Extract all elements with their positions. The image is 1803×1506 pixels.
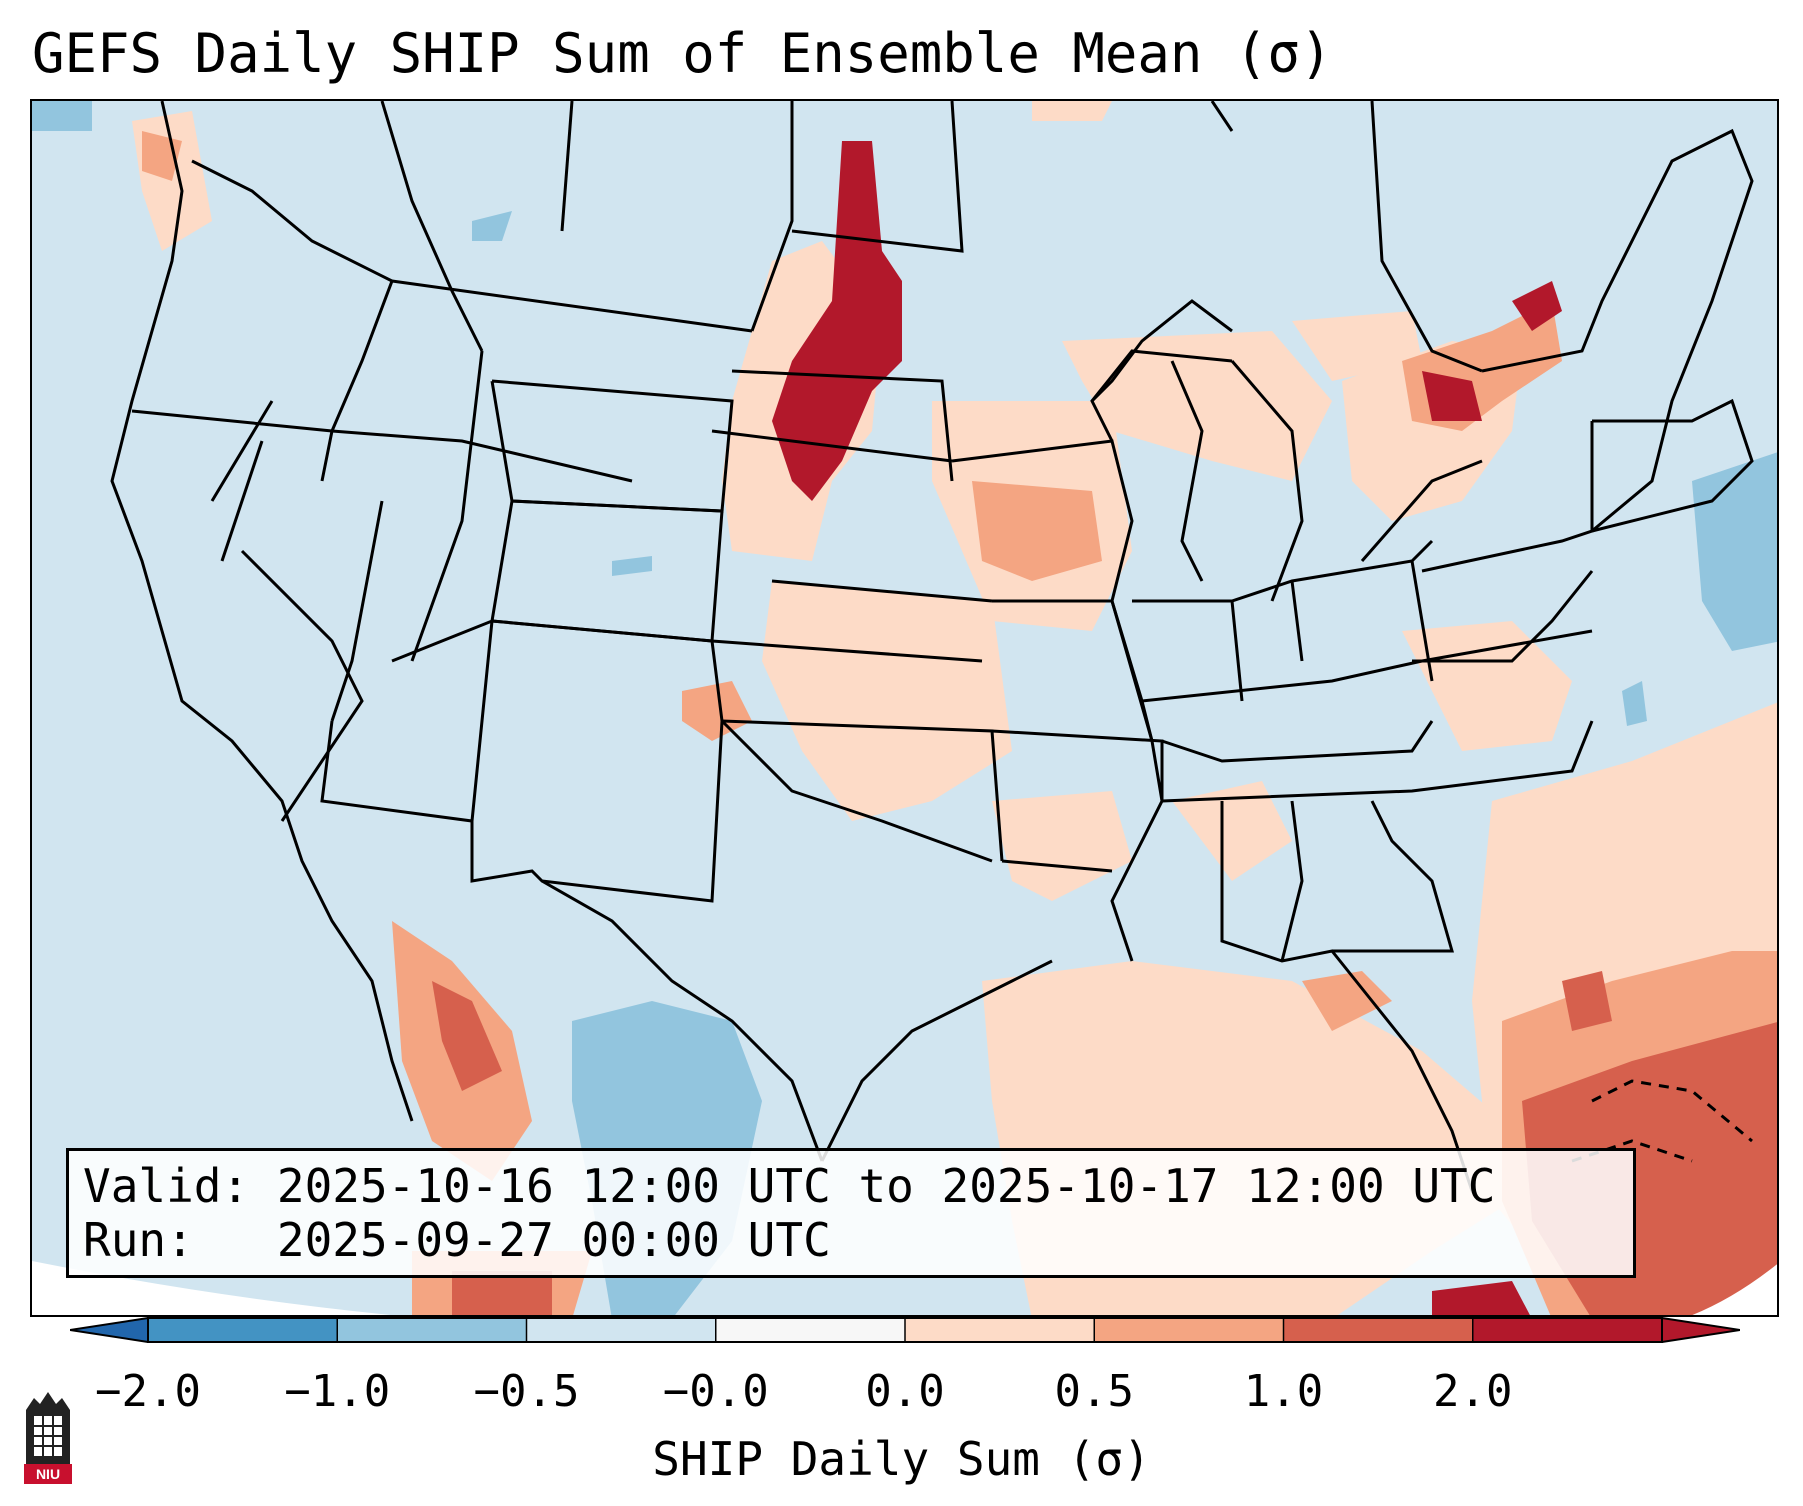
run-value: 2025-09-27 00:00 UTC xyxy=(276,1213,831,1267)
colorbar-extend-high xyxy=(1662,1318,1740,1342)
colorbar-tick-label: 0.0 xyxy=(865,1366,945,1417)
colorbar-tick-label: −0.5 xyxy=(473,1366,580,1417)
colorbar-segment xyxy=(1094,1318,1284,1342)
run-label: Run: xyxy=(83,1213,194,1267)
colorbar-segments xyxy=(148,1318,1663,1342)
colorbar-tick-label: 0.5 xyxy=(1054,1366,1134,1417)
state-boundaries xyxy=(110,101,1754,1192)
colorbar-segment xyxy=(905,1318,1095,1342)
map-canvas xyxy=(32,101,1777,1315)
colorbar-label: SHIP Daily Sum (σ) xyxy=(652,1432,1151,1486)
chart-title: GEFS Daily SHIP Sum of Ensemble Mean (σ) xyxy=(32,22,1333,85)
colorbar-tick-label: −1.0 xyxy=(284,1366,391,1417)
colorbar-segment xyxy=(1472,1318,1663,1342)
niu-logo-text: NIU xyxy=(36,1466,60,1482)
colorbar-extend-low xyxy=(70,1318,148,1342)
colorbar-segment xyxy=(337,1318,527,1342)
colorbar xyxy=(70,1317,1740,1343)
valid-value: 2025-10-16 12:00 UTC to 2025-10-17 12:00… xyxy=(276,1159,1496,1213)
colorbar-tick-label: 1.0 xyxy=(1243,1366,1324,1417)
valid-label: Valid: xyxy=(83,1159,250,1213)
valid-run-info-box: Valid: 2025-10-16 12:00 UTC to 2025-10-1… xyxy=(66,1148,1636,1278)
projection-edge-right xyxy=(1692,1264,1777,1315)
colorbar-segment xyxy=(715,1318,906,1342)
niu-logo: NIU xyxy=(24,1392,72,1484)
map-panel xyxy=(30,99,1779,1317)
colorbar-segment xyxy=(148,1318,338,1342)
colorbar-segment xyxy=(526,1318,717,1342)
colorbar-tick-label: −2.0 xyxy=(95,1366,201,1417)
colorbar-tick-label: 2.0 xyxy=(1433,1366,1513,1417)
anomaly-field xyxy=(32,101,1777,1315)
colorbar-tick-label: −0.0 xyxy=(662,1366,769,1417)
colorbar-segment xyxy=(1283,1318,1474,1342)
projection-edge xyxy=(32,1261,391,1315)
